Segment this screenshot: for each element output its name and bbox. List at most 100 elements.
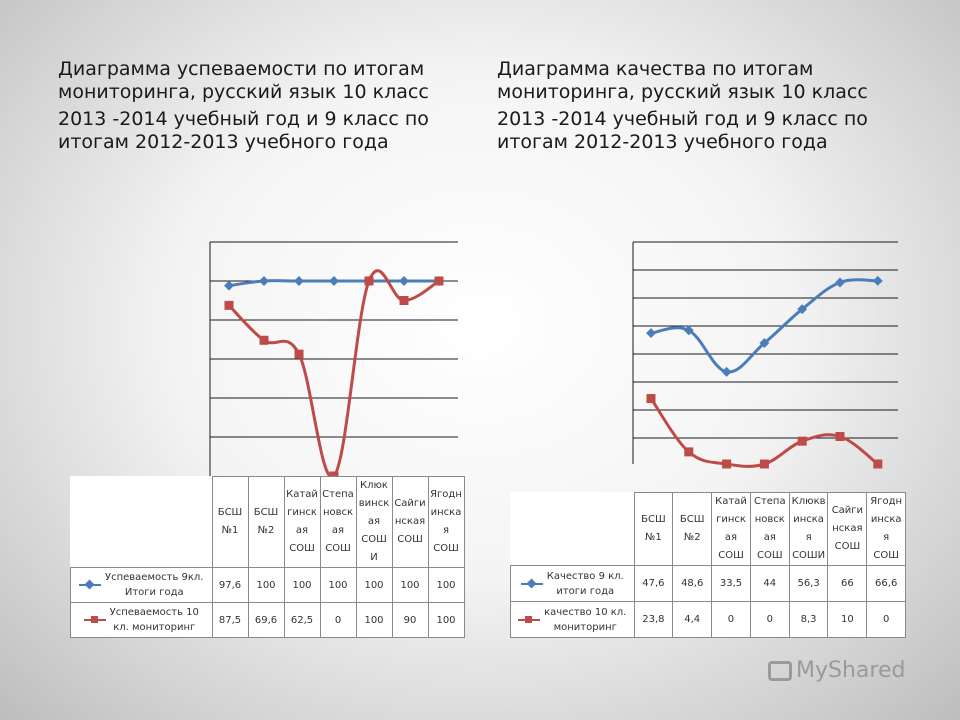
category-label-line: ая [295,525,309,536]
category-header: Степа новск ая СОШ [319,476,357,568]
myshared-logo: MyShared [768,658,905,683]
category-label-line: ая [763,532,776,543]
category-label-line: БСШ [679,514,705,525]
data-value-cell: 100 [427,602,465,638]
right-title-line-3: 2013 -2014 учебный год и 9 класс по [497,108,868,130]
series-name: Качество 9 кл. [546,570,624,582]
data-value-cell: 0 [866,601,907,638]
left-title-line-2: мониторинга, русский язык 10 класс [58,81,429,103]
data-value-cell: 62,5 [283,602,321,638]
category-label-line: новск [322,507,354,518]
data-value-cell: 0 [711,601,751,638]
data-value-cell: 8,3 [788,601,829,638]
category-label-line: Ягодн [870,496,903,507]
data-point [835,432,845,441]
category-label-line: ая [724,532,738,543]
data-point [759,338,770,348]
category-header: Сайги нская СОШ [391,476,429,568]
data-value-cell: 69,6 [247,602,285,638]
series-name: мониторинг [553,621,617,633]
series-name: Итоги года [124,587,184,598]
category-label-line: СОШ [718,550,744,561]
category-label-line: №2 [257,525,275,536]
logo-text: MyShared [796,658,906,683]
category-header: БСШ №2 [672,492,713,566]
data-value-cell: 47,6 [633,565,674,602]
category-label-line: Клюк [360,480,388,491]
data-point [646,394,656,404]
category-label-line: СОШ [397,534,423,545]
category-label-line: СОШ [325,543,351,554]
category-label-line: инска [430,507,462,518]
category-label-line: СОШ [757,550,783,561]
data-point [294,276,304,286]
data-value-cell: 97,6 [211,567,249,603]
category-label-line: СОШИ [792,550,826,561]
category-header: БСШ №1 [211,476,249,568]
data-point [364,276,374,286]
data-value-cell: 100 [355,567,393,603]
category-label-line: Катай [715,496,747,507]
left-title-line-3: 2013 -2014 учебный год и 9 класс по [58,108,429,130]
category-header: Сайги нская СОШ [827,492,868,566]
category-label-line: нская [832,523,863,534]
data-value-cell: 33,5 [711,565,751,602]
category-label-line: ая [331,525,345,536]
table-row: Качество 9 кл. итоги года 47,6 48,6 33,5 44 56… [510,565,907,602]
category-header: Ягодн инска я СОШ [866,492,907,566]
data-point [797,304,808,315]
data-value-cell: 0 [749,601,790,638]
category-label-line: БСШ [217,507,243,518]
data-point [294,349,304,359]
category-header: БСШ №2 [247,476,285,568]
series-legend-cell: Качество 9 кл. итоги года [510,565,635,602]
data-point [759,459,769,469]
left-chart-title: Диаграмма успеваемости по итогам монитор… [58,58,429,154]
category-header: Клюк винск ая СОШ И [355,476,393,568]
data-point [224,280,234,291]
category-label-line: Степа [322,489,354,500]
category-label-line: №1 [645,532,662,543]
category-label-line: СОШ [834,541,861,552]
category-header: Катай гинск ая СОШ [283,476,321,568]
table-row: качество 10 кл. мониторинг 23,8 4,4 0 0 8,3 10 0 [510,601,907,638]
category-label-line: №2 [683,532,701,543]
category-label-line: винск [358,498,390,509]
category-label-line: Сайги [394,498,426,509]
data-value-cell: 100 [247,567,285,603]
data-value-cell: 90 [391,602,429,638]
category-label-line: И [370,552,378,563]
category-label-line: СОШ [289,543,315,554]
category-label-line: я [442,525,449,536]
category-header: Катай гинск ая СОШ [711,492,751,566]
data-value-cell: 48,6 [672,565,713,602]
category-label-line: нская [394,516,426,527]
data-point [399,296,409,305]
data-point [873,459,883,469]
category-label-line: СОШ [433,543,459,554]
data-value-cell: 100 [355,602,393,638]
chart-2-data-table: БСШ №1 БСШ №2 Катай гинск ая СОШ Степа новск ая СОШ… [510,492,907,638]
category-header: БСШ №1 [633,492,674,566]
series-legend-cell: качество 10 кл. мониторинг [510,601,635,638]
category-label-line: я [883,532,890,543]
data-point [434,276,444,286]
category-label-line: Катай [286,489,318,500]
series-name: кл. мониторинг [113,622,196,633]
right-title-line-2: мониторинга, русский язык 10 класс [497,81,868,103]
data-point [329,276,339,286]
data-point [646,328,656,339]
chart-1 [209,241,458,481]
data-point [259,335,269,345]
data-value-cell: 56,3 [788,565,829,602]
data-value-cell: 44 [749,565,790,602]
category-label-line: я [805,532,812,543]
data-point [722,459,732,469]
category-label-line: Сайги [831,505,864,516]
category-label-line: ая [367,516,381,527]
data-point [721,366,732,377]
data-point [872,275,883,286]
data-value-cell: 66 [827,565,868,602]
data-value-cell: 10 [827,601,868,638]
